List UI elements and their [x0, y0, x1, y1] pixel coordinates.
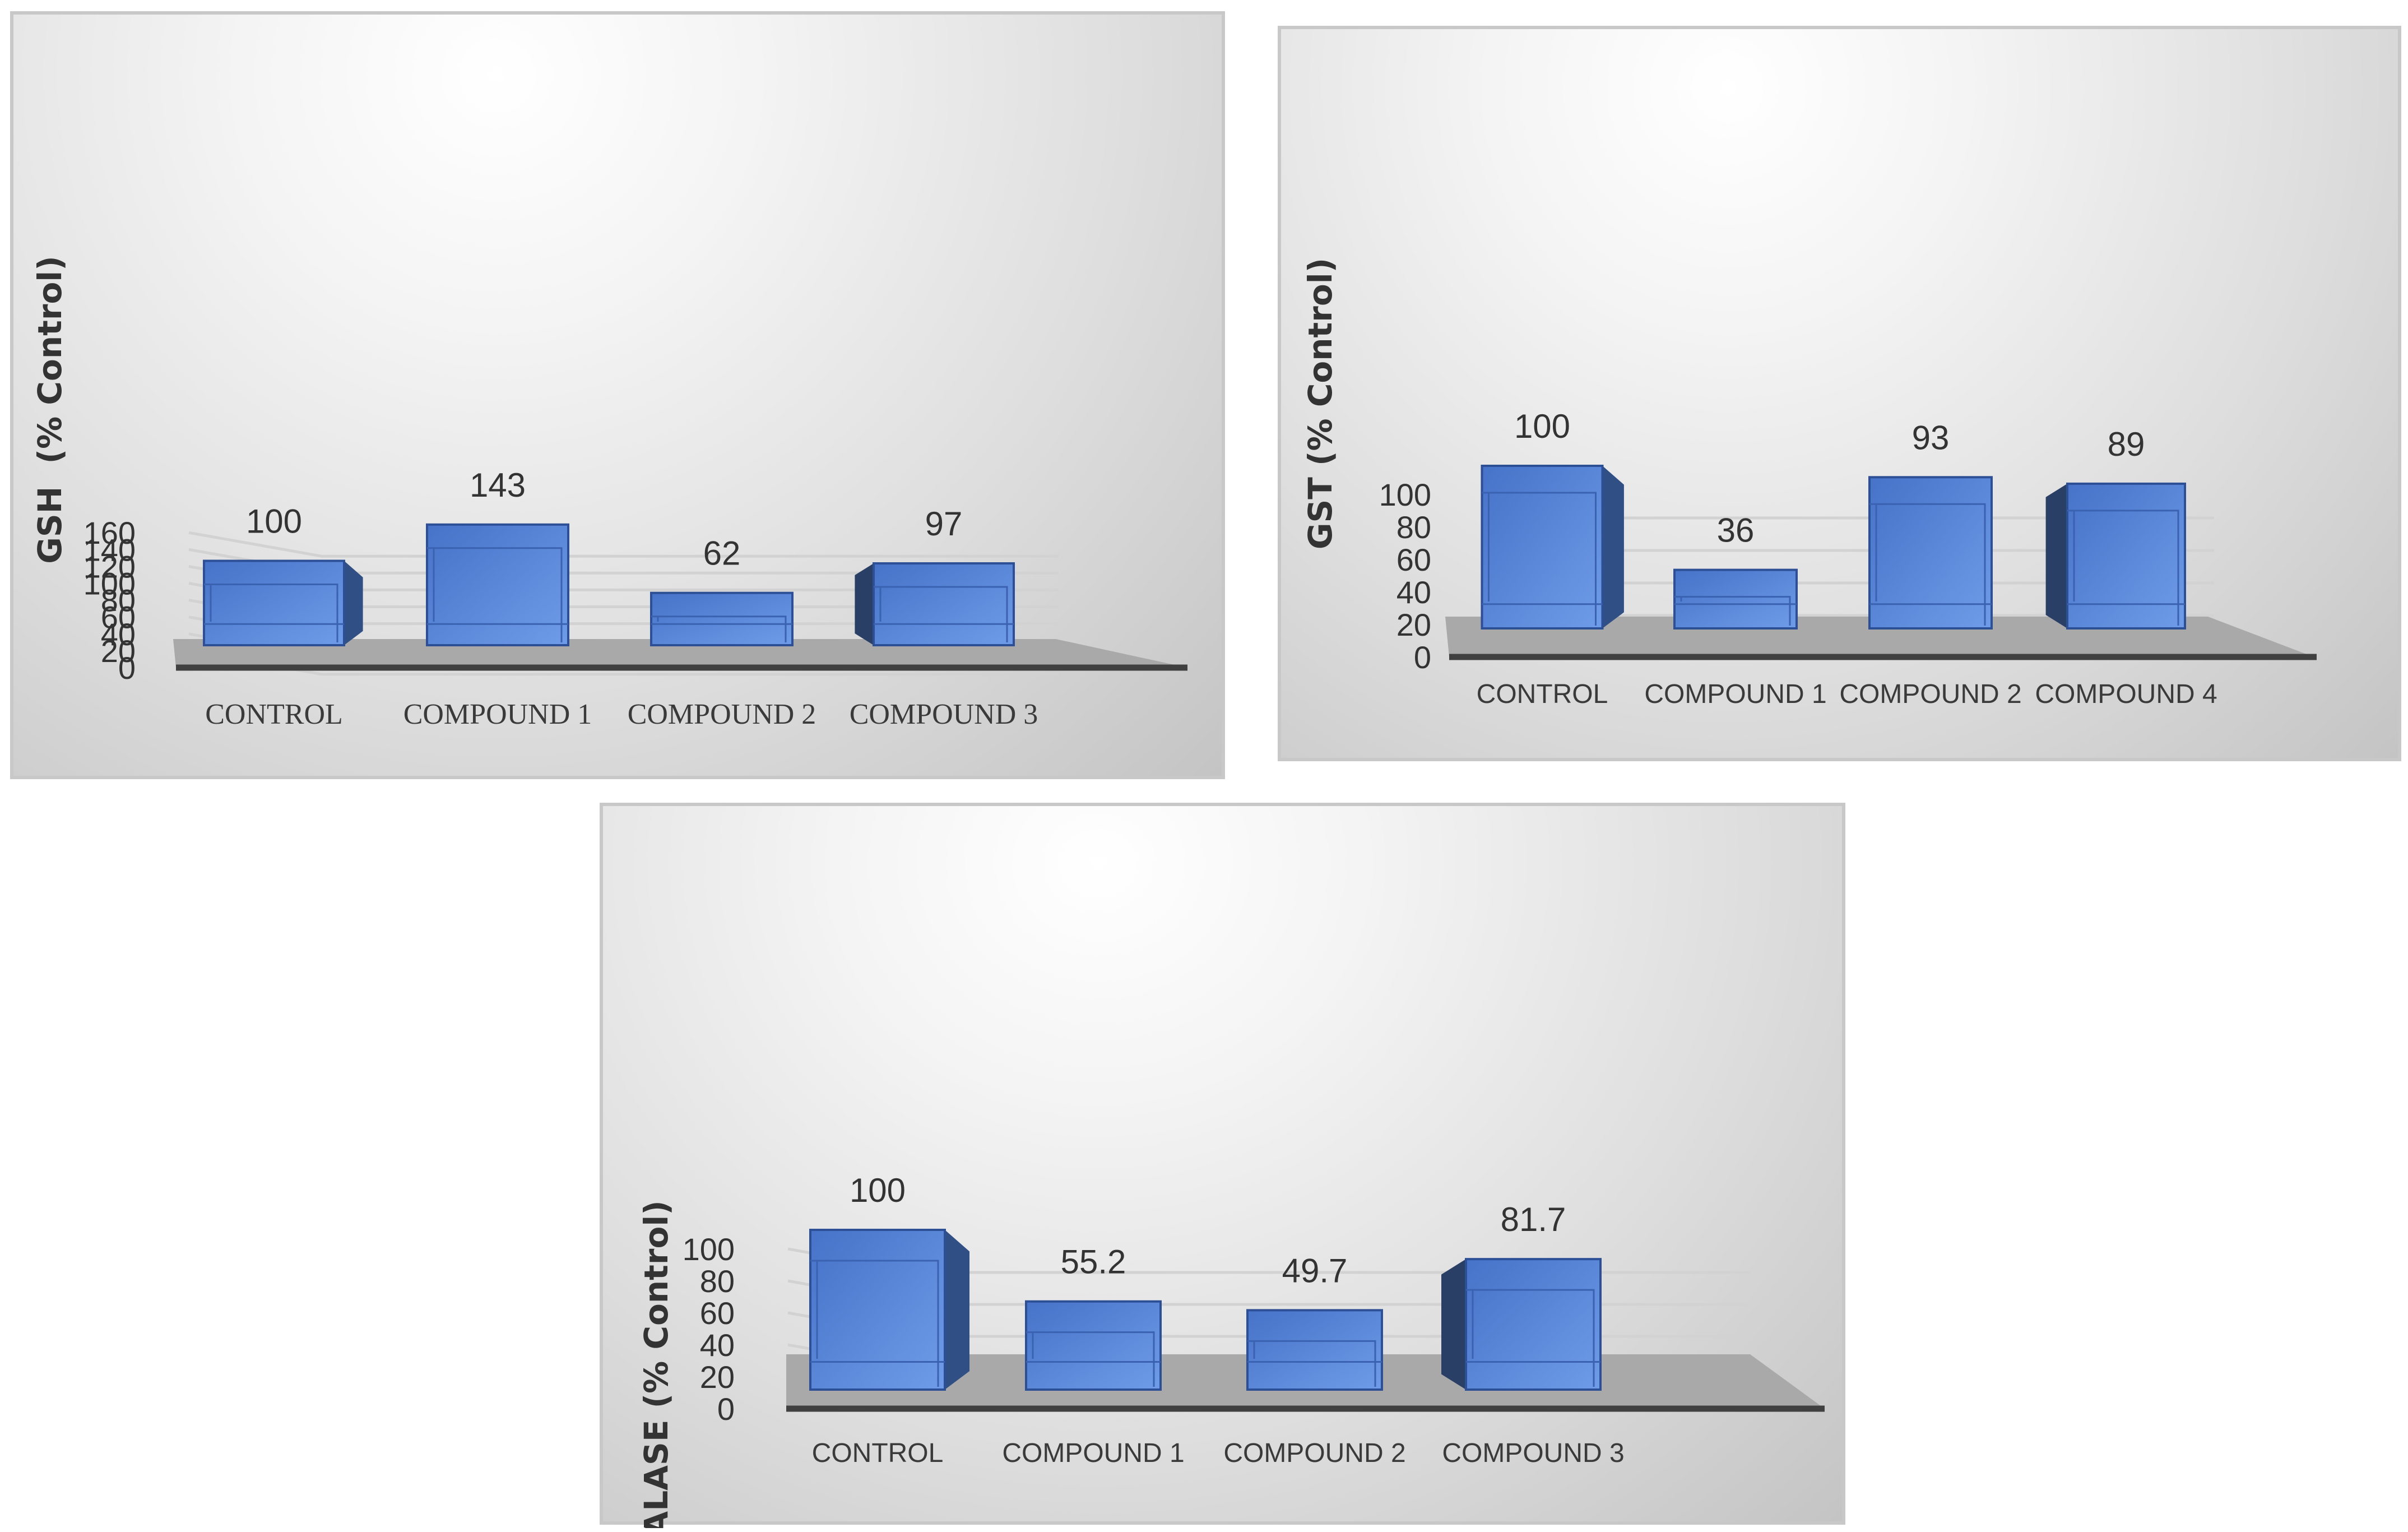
y-tick-label: 60 — [1396, 542, 1431, 577]
bar — [1025, 1300, 1162, 1391]
bar-edge — [427, 547, 563, 642]
x-tick-label: COMPOUND 1 — [1002, 1438, 1184, 1468]
bar-side — [855, 563, 874, 645]
bar — [2045, 482, 2186, 630]
y-tick-label: 40 — [700, 1327, 735, 1363]
data-label: 55.2 — [1061, 1243, 1126, 1281]
data-label: 93 — [1912, 419, 1950, 456]
x-tick-label: COMPOUND 2 — [628, 698, 816, 730]
x-tick-label: CONTROL — [205, 698, 343, 730]
y-tick-label: 80 — [1396, 510, 1431, 545]
bar — [650, 591, 794, 646]
data-label: 89 — [2108, 425, 2145, 463]
y-tick-label: 80 — [700, 1263, 735, 1299]
bar-side — [945, 1230, 969, 1390]
bar — [1441, 1258, 1602, 1391]
bar-edge — [1026, 1331, 1155, 1387]
bar-face — [1868, 476, 1993, 630]
bar-face — [650, 591, 794, 646]
y-tick-label: 100 — [83, 566, 136, 601]
y-tick-label: 120 — [83, 549, 136, 584]
bar-edge — [1482, 492, 1597, 626]
bar-edge — [651, 615, 787, 642]
bar-face — [1246, 1309, 1383, 1391]
data-label: 49.7 — [1282, 1252, 1348, 1289]
data-label: 143 — [470, 466, 526, 504]
y-tick-label: 100 — [1379, 477, 1431, 512]
data-label: 97 — [925, 505, 963, 543]
data-label: 36 — [1717, 512, 1755, 549]
y-tick-label: 80 — [101, 583, 136, 618]
bar-side — [2045, 483, 2067, 628]
chart-panel-gst: 0 20 40 60 80 100 100 CONTROL 36 COMPOUND 1 93 COMP… — [1278, 26, 2401, 761]
y-tick-label: 60 — [700, 1295, 735, 1331]
bar-face — [809, 1229, 946, 1391]
y-tick-label: 20 — [700, 1359, 735, 1395]
bar-edge — [204, 584, 338, 642]
x-tick-label: COMPOUND 1 — [403, 698, 592, 730]
bar — [1868, 476, 1993, 630]
data-label: 81.7 — [1501, 1201, 1566, 1238]
bar-side — [1602, 466, 1624, 628]
y-tick-label: 0 — [1414, 640, 1431, 675]
data-label: 100 — [1514, 408, 1570, 445]
bar — [1673, 568, 1798, 630]
bar-face — [873, 562, 1015, 647]
y-tick-label: 20 — [101, 633, 136, 669]
bar-face — [426, 523, 569, 646]
data-label: 100 — [246, 503, 302, 540]
y-tick-label: 0 — [717, 1391, 735, 1427]
y-tick-label: 40 — [1396, 575, 1431, 610]
y-tick-label: 160 — [83, 515, 136, 550]
bar-edge — [810, 1260, 939, 1387]
bar-edge — [2067, 510, 2179, 626]
chart-panel-gsh: 0 20 40 60 80 100 120 140 160 100 CONTROL 143 COMPOU… — [10, 11, 1225, 779]
gridline — [188, 531, 1059, 558]
bar-edge — [1466, 1289, 1595, 1387]
data-label: 62 — [703, 535, 741, 572]
y-axis-label: GSH (% Control) — [31, 256, 69, 563]
y-tick-label: 60 — [101, 600, 136, 635]
bar — [1481, 465, 1624, 630]
data-label: 100 — [850, 1172, 906, 1209]
x-tick-label: COMPOUND 1 — [1644, 679, 1826, 709]
bar — [855, 562, 1015, 647]
y-tick-label: 20 — [1396, 607, 1431, 642]
x-tick-label: COMPOUND 4 — [2035, 679, 2217, 709]
bar-face — [203, 559, 345, 646]
x-tick-label: CONTROL — [812, 1438, 944, 1468]
y-tick-label: 0 — [118, 650, 136, 686]
y-axis-label: CATALASE (% Control) — [637, 1200, 675, 1528]
x-tick-label: COMPOUND 2 — [1839, 679, 2021, 709]
bar-face — [1025, 1300, 1162, 1391]
bar — [809, 1229, 969, 1391]
y-tick-label: 40 — [101, 617, 136, 652]
bar-face — [2066, 482, 2186, 630]
bar-edge — [1247, 1340, 1376, 1387]
bar-side — [344, 561, 363, 645]
x-tick-label: COMPOUND 3 — [1442, 1438, 1624, 1468]
y-tick-label: 140 — [83, 532, 136, 567]
bar-side — [1441, 1259, 1466, 1390]
bar-edge — [1674, 596, 1791, 626]
y-axis-label: GST (% Control) — [1301, 258, 1339, 549]
x-tick-label: COMPOUND 2 — [1223, 1438, 1405, 1468]
bar-edge — [1869, 503, 1986, 626]
x-tick-label: CONTROL — [1477, 679, 1608, 709]
x-tick-label: COMPOUND 3 — [850, 698, 1038, 730]
bar-face — [1465, 1258, 1602, 1391]
y-tick-label: 100 — [683, 1232, 735, 1267]
bar-face — [1673, 568, 1798, 630]
chart-panel-catalase: 0 20 40 60 80 100 100 CONTROL 55.2 COMPOUND 1 49.7… — [600, 803, 1845, 1528]
bar — [1246, 1309, 1383, 1391]
bar — [203, 559, 363, 646]
bar — [426, 523, 569, 646]
